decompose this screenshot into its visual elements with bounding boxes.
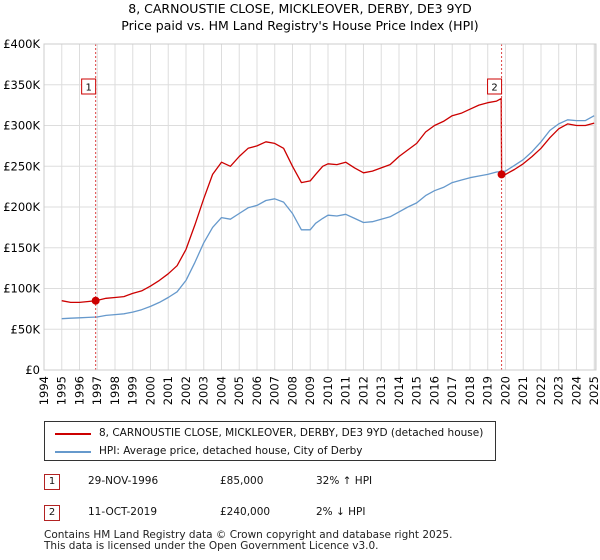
x-tick-label: 1999 [126,376,140,405]
x-tick-label: 2012 [356,376,370,405]
x-tick-label: 2018 [463,376,477,405]
y-tick-label: £50K [11,322,41,336]
x-tick-label: 2000 [143,376,157,405]
plot-frame [43,43,597,371]
x-tick-label: 2011 [339,376,353,405]
sale-date: 11-OCT-2019 [88,506,157,518]
legend-swatch-property [55,433,91,435]
legend-swatch-hpi [55,451,91,453]
y-tick-label: £0 [25,363,40,377]
legend-label-hpi: HPI: Average price, detached house, City… [99,445,363,457]
x-tick-label: 1997 [90,376,104,405]
x-tick-label: 1996 [72,376,86,405]
chart-subtitle: Price paid vs. HM Land Registry's House … [121,18,478,33]
x-tick-label: 2015 [410,376,424,405]
sale-number-badge: 2 [44,505,60,521]
sale-number-badge: 1 [44,474,60,490]
x-tick-label: 2017 [445,376,459,405]
x-tick-label: 2013 [374,376,388,405]
x-tick-label: 2021 [516,376,530,405]
sale-point [91,296,100,305]
x-tick-label: 2001 [161,376,175,405]
y-tick-label: £350K [3,78,40,92]
x-tick-label: 2022 [534,376,548,405]
x-tick-label: 1995 [55,376,69,405]
price-chart: 8, CARNOUSTIE CLOSE, MICKLEOVER, DERBY, … [3,1,600,405]
x-tick-label: 2025 [587,376,600,405]
y-tick-label: £250K [3,159,40,173]
sale-hpi-diff: 2% ↓ HPI [316,506,366,518]
y-tick-label: £300K [3,119,40,133]
y-tick-label: £150K [3,241,40,255]
sale-row-1: 1 29-NOV-1996 £85,000 32% ↑ HPI [44,474,464,490]
footer-licence: Contains HM Land Registry data © Crown c… [44,530,452,552]
x-tick-label: 2005 [232,376,246,405]
footer-line-2: This data is licensed under the Open Gov… [44,540,379,552]
y-tick-label: £400K [3,37,40,51]
sale-price: £240,000 [220,506,271,518]
sale-date: 29-NOV-1996 [88,475,159,487]
sale-row-2: 2 11-OCT-2019 £240,000 2% ↓ HPI [44,505,464,521]
legend-item-property: 8, CARNOUSTIE CLOSE, MICKLEOVER, DERBY, … [45,425,495,443]
x-tick-label: 1998 [108,376,122,405]
sale-label-box [81,78,97,95]
footer-line-1: Contains HM Land Registry data © Crown c… [44,529,453,541]
x-tick-label: 2020 [498,376,512,405]
x-tick-label: 2023 [552,376,566,405]
x-tick-label: 2004 [214,376,228,405]
sale-label: 1 [85,83,91,94]
sale-label: 2 [491,83,497,94]
x-tick-label: 1994 [37,376,51,405]
sale-label-box [487,78,503,95]
legend-label-property: 8, CARNOUSTIE CLOSE, MICKLEOVER, DERBY, … [99,427,484,439]
x-tick-label: 2010 [321,376,335,405]
x-tick-label: 2008 [285,376,299,405]
x-tick-label: 2007 [268,376,282,405]
axes: £0 £50K £100K £150K £200K £250K £300K £350K £400… [3,37,600,405]
sale-price: £85,000 [220,475,264,487]
x-tick-label: 2002 [179,376,193,405]
y-tick-label: £200K [3,200,40,214]
x-tick-label: 2019 [481,376,495,405]
x-tick-label: 2014 [392,376,406,405]
x-tick-label: 2003 [197,376,211,405]
sale-hpi-diff: 32% ↑ HPI [316,475,373,487]
sale-point [497,170,506,179]
legend-item-hpi: HPI: Average price, detached house, City… [45,443,495,461]
x-tick-label: 2016 [427,376,441,405]
x-tick-label: 2024 [569,376,583,405]
chart-title: 8, CARNOUSTIE CLOSE, MICKLEOVER, DERBY, … [128,1,472,16]
x-tick-label: 2006 [250,376,264,405]
legend: 8, CARNOUSTIE CLOSE, MICKLEOVER, DERBY, … [44,421,496,461]
x-tick-label: 2009 [303,376,317,405]
y-tick-label: £100K [3,282,40,296]
